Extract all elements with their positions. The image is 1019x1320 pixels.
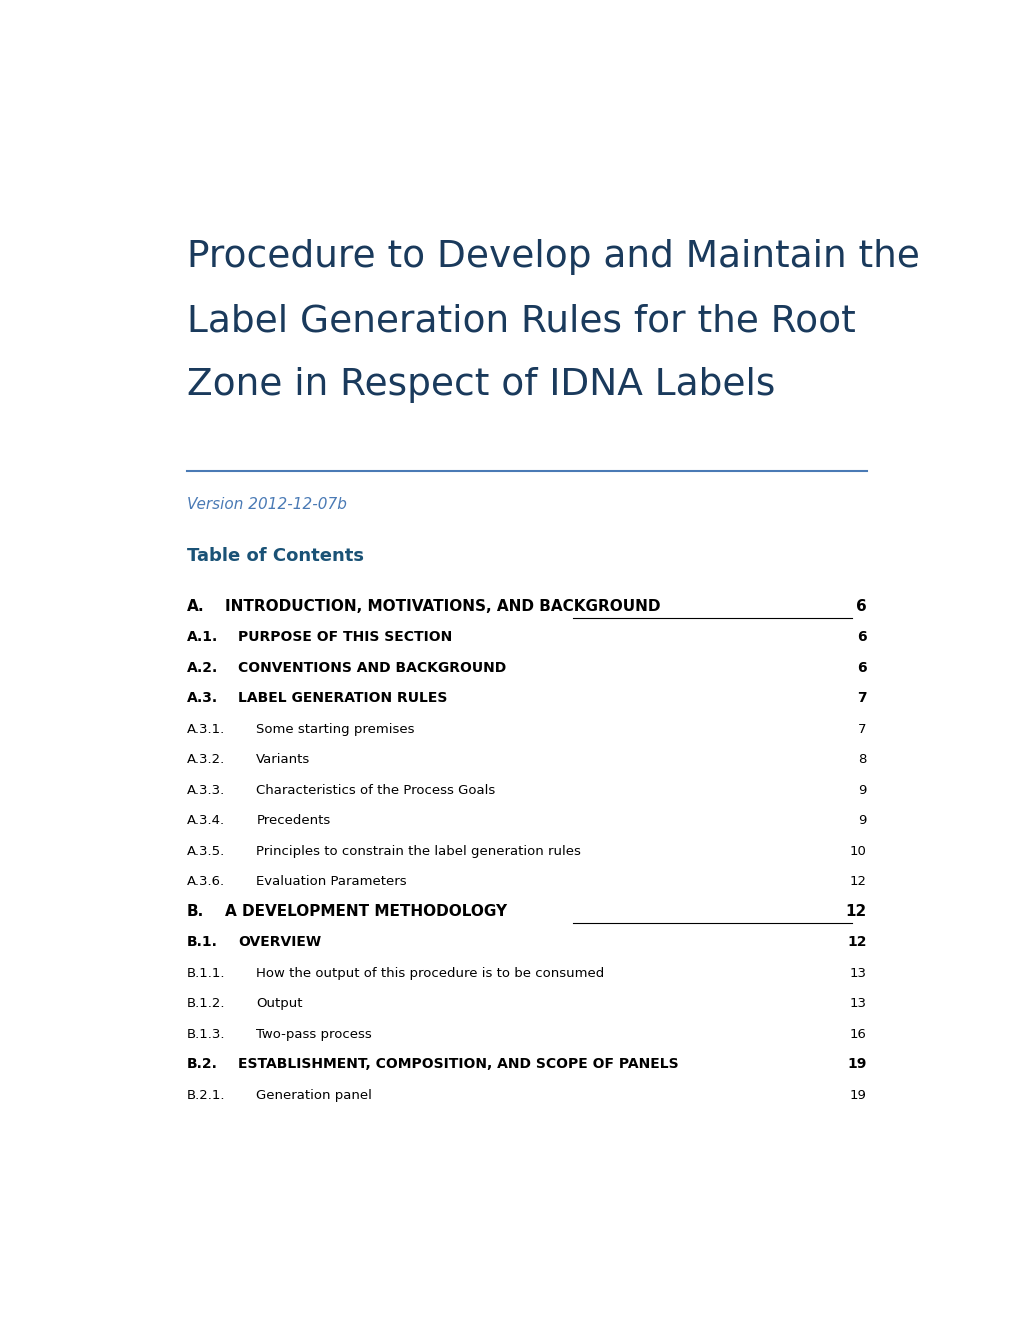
Text: PURPOSE OF THIS SECTION: PURPOSE OF THIS SECTION: [238, 630, 452, 644]
Text: Evaluation Parameters: Evaluation Parameters: [256, 875, 407, 888]
Text: A.3.: A.3.: [186, 692, 218, 705]
Text: B.1.3.: B.1.3.: [186, 1028, 225, 1040]
Text: 7: 7: [857, 723, 866, 735]
Text: How the output of this procedure is to be consumed: How the output of this procedure is to b…: [256, 966, 604, 979]
Text: B.1.2.: B.1.2.: [186, 997, 225, 1010]
Text: CONVENTIONS AND BACKGROUND: CONVENTIONS AND BACKGROUND: [238, 661, 505, 675]
Text: 9: 9: [857, 814, 866, 828]
Text: ESTABLISHMENT, COMPOSITION, AND SCOPE OF PANELS: ESTABLISHMENT, COMPOSITION, AND SCOPE OF…: [238, 1057, 678, 1071]
Text: 12: 12: [845, 904, 866, 919]
Text: 12: 12: [849, 875, 866, 888]
Text: Some starting premises: Some starting premises: [256, 723, 415, 735]
Text: 8: 8: [857, 754, 866, 766]
Text: A DEVELOPMENT METHODOLOGY: A DEVELOPMENT METHODOLOGY: [224, 904, 506, 919]
Text: Variants: Variants: [256, 754, 311, 766]
Text: Procedure to Develop and Maintain the: Procedure to Develop and Maintain the: [186, 239, 919, 276]
Text: 19: 19: [847, 1057, 866, 1071]
Text: Zone in Respect of IDNA Labels: Zone in Respect of IDNA Labels: [186, 367, 774, 404]
Text: 12: 12: [847, 935, 866, 949]
Text: 16: 16: [849, 1028, 866, 1040]
Text: 19: 19: [849, 1089, 866, 1102]
Text: A.2.: A.2.: [186, 661, 218, 675]
Text: 7: 7: [856, 692, 866, 705]
Text: B.2.: B.2.: [186, 1057, 217, 1071]
Text: B.2.1.: B.2.1.: [186, 1089, 225, 1102]
Text: Principles to constrain the label generation rules: Principles to constrain the label genera…: [256, 845, 581, 858]
Text: A.3.3.: A.3.3.: [186, 784, 225, 797]
Text: B.1.: B.1.: [186, 935, 217, 949]
Text: A.3.1.: A.3.1.: [186, 723, 225, 735]
Text: B.: B.: [186, 904, 204, 919]
Text: Label Generation Rules for the Root: Label Generation Rules for the Root: [186, 304, 855, 339]
Text: A.3.4.: A.3.4.: [186, 814, 225, 828]
Text: Characteristics of the Process Goals: Characteristics of the Process Goals: [256, 784, 495, 797]
Text: A.: A.: [186, 599, 204, 614]
Text: A.3.2.: A.3.2.: [186, 754, 225, 766]
Text: LABEL GENERATION RULES: LABEL GENERATION RULES: [238, 692, 447, 705]
Text: 6: 6: [856, 661, 866, 675]
Text: Output: Output: [256, 997, 303, 1010]
Text: B.1.1.: B.1.1.: [186, 966, 225, 979]
Text: INTRODUCTION, MOTIVATIONS, AND BACKGROUND: INTRODUCTION, MOTIVATIONS, AND BACKGROUN…: [224, 599, 659, 614]
Text: A.1.: A.1.: [186, 630, 218, 644]
Text: Generation panel: Generation panel: [256, 1089, 372, 1102]
Text: OVERVIEW: OVERVIEW: [238, 935, 321, 949]
Text: Table of Contents: Table of Contents: [186, 546, 364, 565]
Text: 13: 13: [849, 997, 866, 1010]
Text: 9: 9: [857, 784, 866, 797]
Text: A.3.6.: A.3.6.: [186, 875, 225, 888]
Text: 6: 6: [855, 599, 866, 614]
Text: Version 2012-12-07b: Version 2012-12-07b: [186, 498, 346, 512]
Text: 13: 13: [849, 966, 866, 979]
Text: A.3.5.: A.3.5.: [186, 845, 225, 858]
Text: 10: 10: [849, 845, 866, 858]
Text: Two-pass process: Two-pass process: [256, 1028, 372, 1040]
Text: 6: 6: [856, 630, 866, 644]
Text: Precedents: Precedents: [256, 814, 330, 828]
